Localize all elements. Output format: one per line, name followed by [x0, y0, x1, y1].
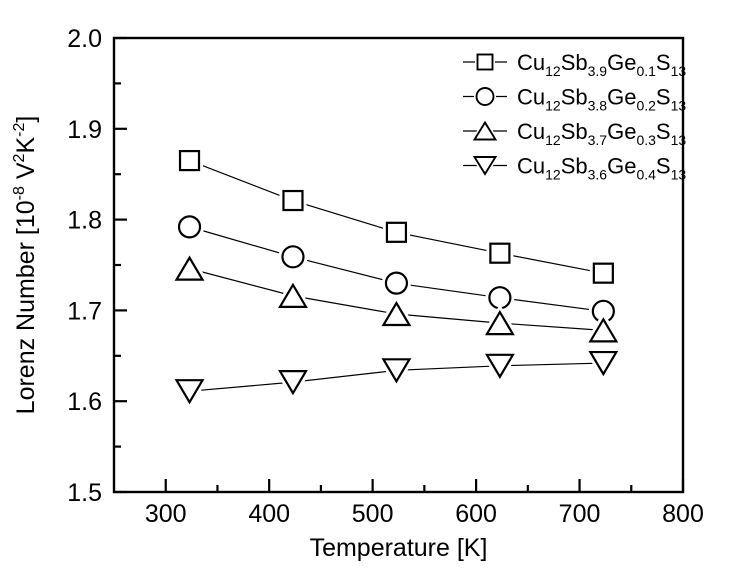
circle-marker [475, 87, 495, 106]
y-tick-label: 1.5 [67, 479, 102, 507]
circle-marker [384, 271, 409, 295]
x-axis-title: Temperature [K] [310, 534, 488, 562]
square-marker [282, 189, 304, 212]
triangle-up-marker [484, 309, 515, 336]
series-3-markers [169, 348, 624, 411]
x-tick-label: 400 [248, 500, 290, 528]
y-tick-label: 1.9 [67, 116, 102, 144]
series-0-markers [176, 147, 617, 287]
plot-frame [112, 36, 685, 494]
legend-item-0: Cu12Sb3.9Ge0.1S13 [463, 50, 686, 79]
y-axis-title: Lorenz Number [10-8 V2K-2] [11, 116, 40, 415]
triangle-down-marker [174, 379, 205, 405]
legend-item-2: Cu12Sb3.7Ge0.3S13 [463, 117, 686, 148]
circle-marker [281, 245, 305, 269]
triangle-up-marker [381, 300, 412, 327]
y-axis: 1.5 1.6 1.7 1.8 1.9 2.0 [67, 25, 127, 507]
square-marker [489, 242, 511, 264]
triangle-down-marker [472, 156, 498, 176]
x-tick-label: 500 [352, 500, 394, 528]
legend-label-3: Cu12Sb3.6Ge0.4S13 [517, 154, 686, 183]
square-marker [178, 149, 201, 172]
x-tick-label: 300 [145, 500, 187, 528]
x-tick-label: 800 [662, 500, 704, 528]
triangle-down-marker [484, 353, 515, 379]
x-tick-label: 700 [559, 500, 601, 528]
legend: Cu12Sb3.9Ge0.1S13 Cu12Sb3.8Ge0.2S13 Cu12Sb… [463, 50, 686, 183]
legend-item-3: Cu12Sb3.6Ge0.4S13 [463, 154, 686, 183]
triangle-down-marker [588, 350, 619, 377]
triangle-up-marker [278, 282, 308, 308]
y-tick-label: 2.0 [67, 25, 102, 53]
series-1-markers [175, 212, 618, 326]
triangle-down-marker [381, 358, 412, 384]
x-axis: 300 400 500 600 700 800 [145, 479, 704, 528]
square-marker [476, 53, 494, 71]
series-2-markers [169, 249, 624, 346]
triangle-down-marker [278, 370, 308, 396]
circle-marker [177, 215, 202, 239]
y-tick-label: 1.8 [67, 207, 102, 235]
legend-label-1: Cu12Sb3.8Ge0.2S13 [517, 85, 686, 114]
legend-label-0: Cu12Sb3.9Ge0.1S13 [517, 50, 686, 79]
triangle-up-marker [472, 120, 498, 141]
y-tick-label: 1.6 [67, 388, 102, 416]
legend-item-1: Cu12Sb3.8Ge0.2S13 [463, 85, 686, 114]
y-tick-label: 1.7 [67, 297, 102, 325]
triangle-up-marker [588, 317, 619, 343]
legend-label-2: Cu12Sb3.7Ge0.3S13 [517, 119, 686, 148]
x-tick-label: 600 [455, 500, 497, 528]
square-marker [385, 221, 408, 243]
triangle-up-marker [174, 255, 205, 281]
square-marker [592, 262, 614, 284]
